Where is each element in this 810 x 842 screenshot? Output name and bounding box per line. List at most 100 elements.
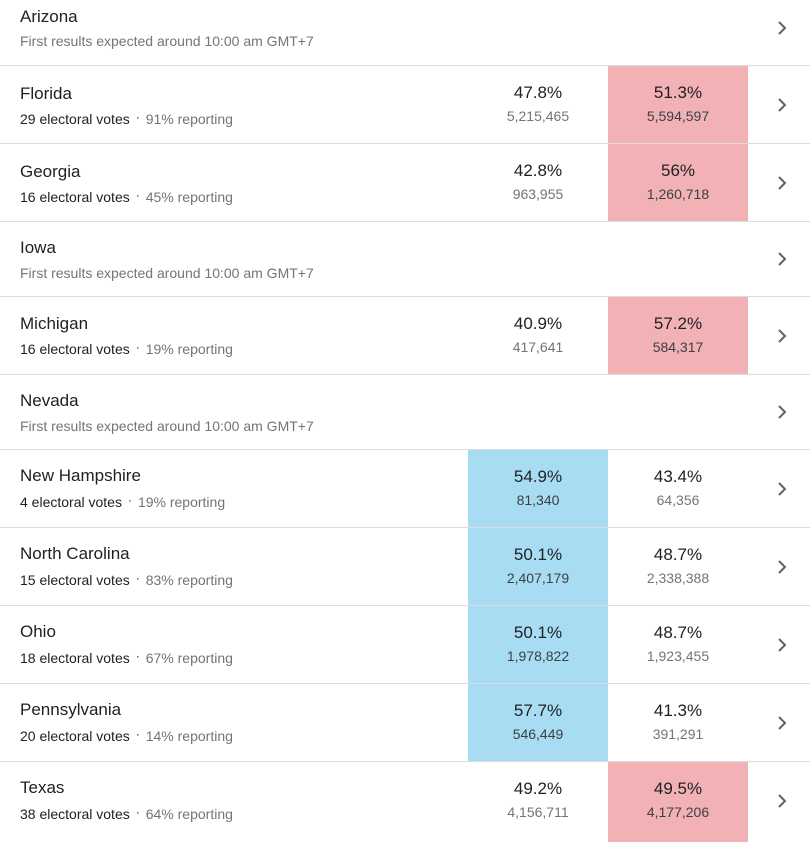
results-expected-text: First results expected around 10:00 am G… xyxy=(20,33,314,49)
rep-percent: 51.3% xyxy=(653,83,703,102)
state-name: Iowa xyxy=(20,238,56,257)
chevron-right-icon xyxy=(774,20,790,36)
dem-percent: 47.8% xyxy=(513,83,563,102)
state-row-new-hampshire[interactable]: New Hampshire 4 electoral votes · 19% repo… xyxy=(0,450,810,528)
state-meta: 4 electoral votes · 19% reporting xyxy=(20,492,225,513)
rep-percent: 48.7% xyxy=(653,545,703,564)
dem-percent: 50.1% xyxy=(513,623,563,642)
state-name: Arizona xyxy=(20,7,78,26)
separator-dot: · xyxy=(135,805,140,819)
rep-votes: 2,338,388 xyxy=(646,570,710,586)
state-row-georgia[interactable]: Georgia 16 electoral votes · 45% reporting… xyxy=(0,144,810,222)
state-meta: 20 electoral votes · 14% reporting xyxy=(20,726,233,747)
dem-votes: 417,641 xyxy=(512,339,564,355)
dem-percent: 40.9% xyxy=(513,314,563,333)
state-row-michigan[interactable]: Michigan 16 electoral votes · 19% reportin… xyxy=(0,297,810,375)
rep-percent: 56% xyxy=(660,161,696,180)
dem-result: 40.9% 417,641 xyxy=(468,297,608,374)
state-meta: 38 electoral votes · 64% reporting xyxy=(20,804,233,825)
reporting-percent: 91% reporting xyxy=(145,111,233,127)
rep-votes: 4,177,206 xyxy=(646,804,710,820)
chevron-right-icon xyxy=(774,481,790,497)
chevron-right-icon xyxy=(774,328,790,344)
state-name: North Carolina xyxy=(20,544,130,563)
dem-percent: 42.8% xyxy=(513,161,563,180)
dem-percent: 54.9% xyxy=(513,467,563,486)
rep-percent: 48.7% xyxy=(653,623,703,642)
electoral-votes: 29 electoral votes xyxy=(20,111,130,127)
dem-votes: 4,156,711 xyxy=(507,804,569,820)
dem-percent: 50.1% xyxy=(513,545,563,564)
rep-votes: 1,923,455 xyxy=(646,648,710,664)
electoral-votes: 20 electoral votes xyxy=(20,728,130,744)
state-name: Nevada xyxy=(20,391,79,410)
state-row-pennsylvania[interactable]: Pennsylvania 20 electoral votes · 14% repo… xyxy=(0,684,810,762)
dem-result: 47.8% 5,215,465 xyxy=(468,66,608,143)
state-row-florida[interactable]: Florida 29 electoral votes · 91% reporting… xyxy=(0,66,810,144)
rep-result: 43.4% 64,356 xyxy=(608,450,748,527)
state-meta: 15 electoral votes · 83% reporting xyxy=(20,570,233,591)
state-meta: 29 electoral votes · 91% reporting xyxy=(20,109,233,130)
state-meta: 16 electoral votes · 19% reporting xyxy=(20,339,233,360)
state-row-arizona[interactable]: Arizona First results expected around 10… xyxy=(0,0,810,66)
state-row-iowa[interactable]: Iowa First results expected around 10:00… xyxy=(0,222,810,297)
reporting-percent: 14% reporting xyxy=(145,728,233,744)
dem-votes: 546,449 xyxy=(512,726,564,742)
reporting-percent: 64% reporting xyxy=(145,806,233,822)
rep-result-leading: 56% 1,260,718 xyxy=(608,144,748,221)
dem-result: 49.2% 4,156,711 xyxy=(468,762,608,842)
separator-dot: · xyxy=(135,727,140,741)
rep-percent: 49.5% xyxy=(653,779,703,798)
dem-percent: 49.2% xyxy=(513,779,563,798)
rep-percent: 43.4% xyxy=(653,467,703,486)
reporting-percent: 83% reporting xyxy=(145,572,233,588)
electoral-votes: 18 electoral votes xyxy=(20,650,130,666)
electoral-votes: 16 electoral votes xyxy=(20,341,130,357)
dem-percent: 57.7% xyxy=(513,701,563,720)
rep-votes: 64,356 xyxy=(656,492,700,508)
rep-result-leading: 51.3% 5,594,597 xyxy=(608,66,748,143)
rep-result: 48.7% 2,338,388 xyxy=(608,528,748,605)
rep-votes: 584,317 xyxy=(652,339,704,355)
rep-percent: 57.2% xyxy=(653,314,703,333)
separator-dot: · xyxy=(135,649,140,663)
state-name: Ohio xyxy=(20,622,56,641)
dem-votes: 2,407,179 xyxy=(506,570,570,586)
dem-result: 42.8% 963,955 xyxy=(468,144,608,221)
electoral-votes: 4 electoral votes xyxy=(20,494,122,510)
chevron-right-icon xyxy=(774,97,790,113)
state-row-texas[interactable]: Texas 38 electoral votes · 64% reporting 4… xyxy=(0,762,810,842)
electoral-votes: 15 electoral votes xyxy=(20,572,130,588)
results-expected-text: First results expected around 10:00 am G… xyxy=(20,418,314,434)
chevron-right-icon xyxy=(774,404,790,420)
chevron-right-icon xyxy=(774,251,790,267)
reporting-percent: 19% reporting xyxy=(145,341,233,357)
results-expected-text: First results expected around 10:00 am G… xyxy=(20,265,314,281)
dem-result-leading: 54.9% 81,340 xyxy=(468,450,608,527)
state-meta: 16 electoral votes · 45% reporting xyxy=(20,187,233,208)
chevron-right-icon xyxy=(774,559,790,575)
chevron-right-icon xyxy=(774,637,790,653)
dem-result-leading: 57.7% 546,449 xyxy=(468,684,608,761)
state-name: Pennsylvania xyxy=(20,700,122,719)
state-name: New Hampshire xyxy=(20,466,141,485)
rep-result: 41.3% 391,291 xyxy=(608,684,748,761)
reporting-percent: 67% reporting xyxy=(145,650,233,666)
separator-dot: · xyxy=(135,188,140,202)
reporting-percent: 19% reporting xyxy=(137,494,226,510)
state-row-nevada[interactable]: Nevada First results expected around 10:… xyxy=(0,375,810,450)
rep-result-leading: 49.5% 4,177,206 xyxy=(608,762,748,842)
chevron-right-icon xyxy=(774,715,790,731)
state-row-north-carolina[interactable]: North Carolina 15 electoral votes · 83% re… xyxy=(0,528,810,606)
reporting-percent: 45% reporting xyxy=(145,189,233,205)
rep-votes: 1,260,718 xyxy=(646,186,710,202)
state-row-ohio[interactable]: Ohio 18 electoral votes · 67% reporting 50… xyxy=(0,606,810,684)
state-name: Texas xyxy=(20,778,65,797)
rep-percent: 41.3% xyxy=(653,701,703,720)
dem-votes: 5,215,465 xyxy=(506,108,570,124)
chevron-right-icon xyxy=(774,793,790,809)
dem-votes: 963,955 xyxy=(512,186,564,202)
electoral-votes: 16 electoral votes xyxy=(20,189,130,205)
state-name: Georgia xyxy=(20,162,81,181)
